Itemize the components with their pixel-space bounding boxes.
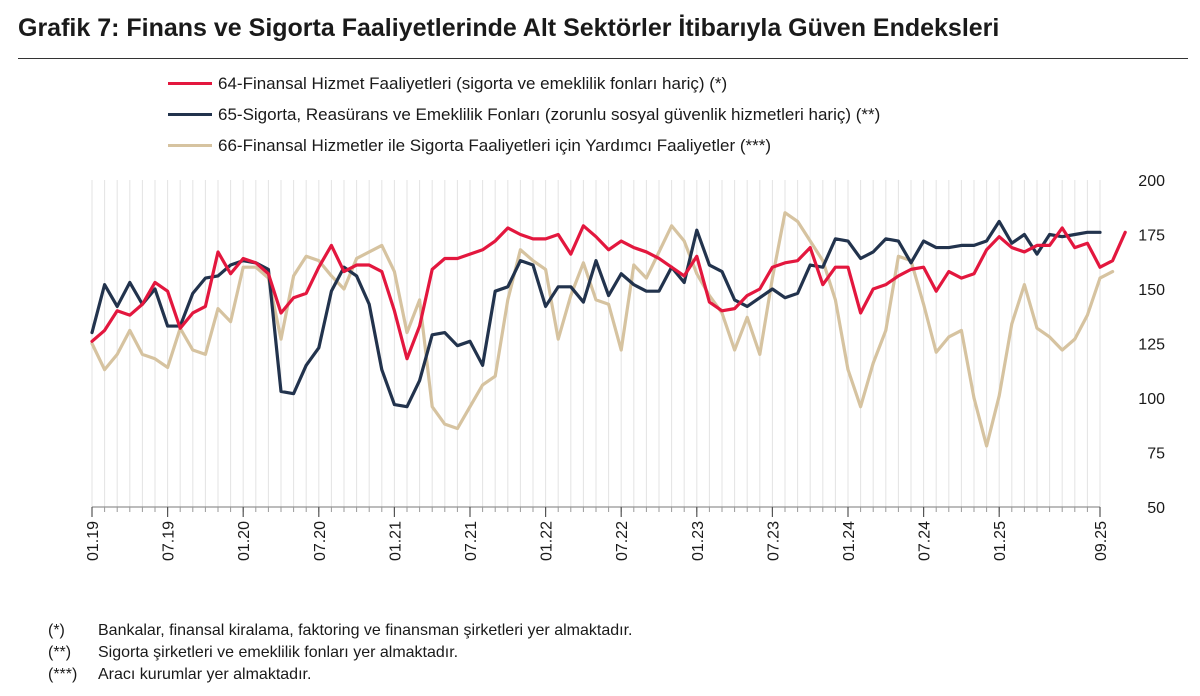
y-tick-label: 100	[1138, 391, 1165, 408]
x-tick-label: 01.19	[85, 521, 102, 561]
y-tick-label: 200	[1138, 173, 1165, 190]
footnote-mark-3: (***)	[48, 666, 78, 683]
legend-swatch-66	[168, 144, 212, 147]
legend-label-65: 65-Sigorta, Reasürans ve Emeklilik Fonla…	[218, 104, 881, 124]
x-tick-label: 01.24	[841, 521, 858, 561]
x-tick-label: 07.23	[765, 521, 782, 561]
legend-label-66: 66-Finansal Hizmetler ile Sigorta Faaliy…	[218, 135, 772, 155]
series-line-64	[90, 224, 1127, 361]
x-tick-label: 07.24	[917, 521, 934, 561]
footnote-1: (*) Bankalar, finansal kiralama, faktori…	[48, 620, 632, 642]
y-tick-label: 125	[1138, 337, 1165, 354]
series-line-66	[90, 211, 1115, 448]
footnote-mark-1: (*)	[48, 622, 65, 639]
chart-title: Grafik 7: Finans ve Sigorta Faaliyetleri…	[18, 14, 1000, 42]
legend-swatch-65	[168, 113, 212, 116]
y-tick-label: 75	[1147, 446, 1165, 463]
x-tick-label: 09.25	[1093, 521, 1110, 561]
footnote-2: (**) Sigorta şirketleri ve emeklilik fon…	[48, 642, 632, 664]
legend: 64-Finansal Hizmet Faaliyetleri (sigorta…	[168, 68, 880, 161]
x-tick-label: 07.22	[614, 521, 631, 561]
y-tick-label: 50	[1147, 500, 1165, 517]
legend-label-64: 64-Finansal Hizmet Faaliyetleri (sigorta…	[218, 73, 728, 93]
line-chart: 50 75 100 125 150 175 200 01.19 07.19 01.20 07.20 0…	[85, 173, 1165, 561]
footnote-text-1: Bankalar, finansal kiralama, faktoring v…	[98, 622, 633, 639]
x-tick-label: 01.25	[992, 521, 1009, 561]
legend-item-64: 64-Finansal Hizmet Faaliyetleri (sigorta…	[168, 68, 880, 99]
x-tick-label: 07.20	[312, 521, 329, 561]
title-rule	[18, 58, 1188, 59]
legend-item-65: 65-Sigorta, Reasürans ve Emeklilik Fonla…	[168, 99, 880, 130]
x-tick-label: 01.20	[236, 521, 253, 561]
footnote-mark-2: (**)	[48, 644, 72, 661]
x-tick-label: 01.22	[539, 521, 556, 561]
footnotes: (*) Bankalar, finansal kiralama, faktori…	[48, 620, 632, 686]
legend-item-66: 66-Finansal Hizmetler ile Sigorta Faaliy…	[168, 130, 880, 161]
y-tick-label: 175	[1138, 228, 1165, 245]
footnote-text-2: Sigorta şirketleri ve emeklilik fonları …	[98, 644, 459, 661]
y-tick-label: 150	[1138, 282, 1165, 299]
x-tick-label: 01.21	[387, 521, 404, 561]
legend-swatch-64	[168, 82, 212, 85]
x-tick-label: 07.19	[161, 521, 178, 561]
x-tick-label: 07.21	[463, 521, 480, 561]
x-tick-label: 01.23	[690, 521, 707, 561]
footnote-text-3: Aracı kurumlar yer almaktadır.	[98, 666, 312, 683]
footnote-3: (***) Aracı kurumlar yer almaktadır.	[48, 664, 632, 686]
